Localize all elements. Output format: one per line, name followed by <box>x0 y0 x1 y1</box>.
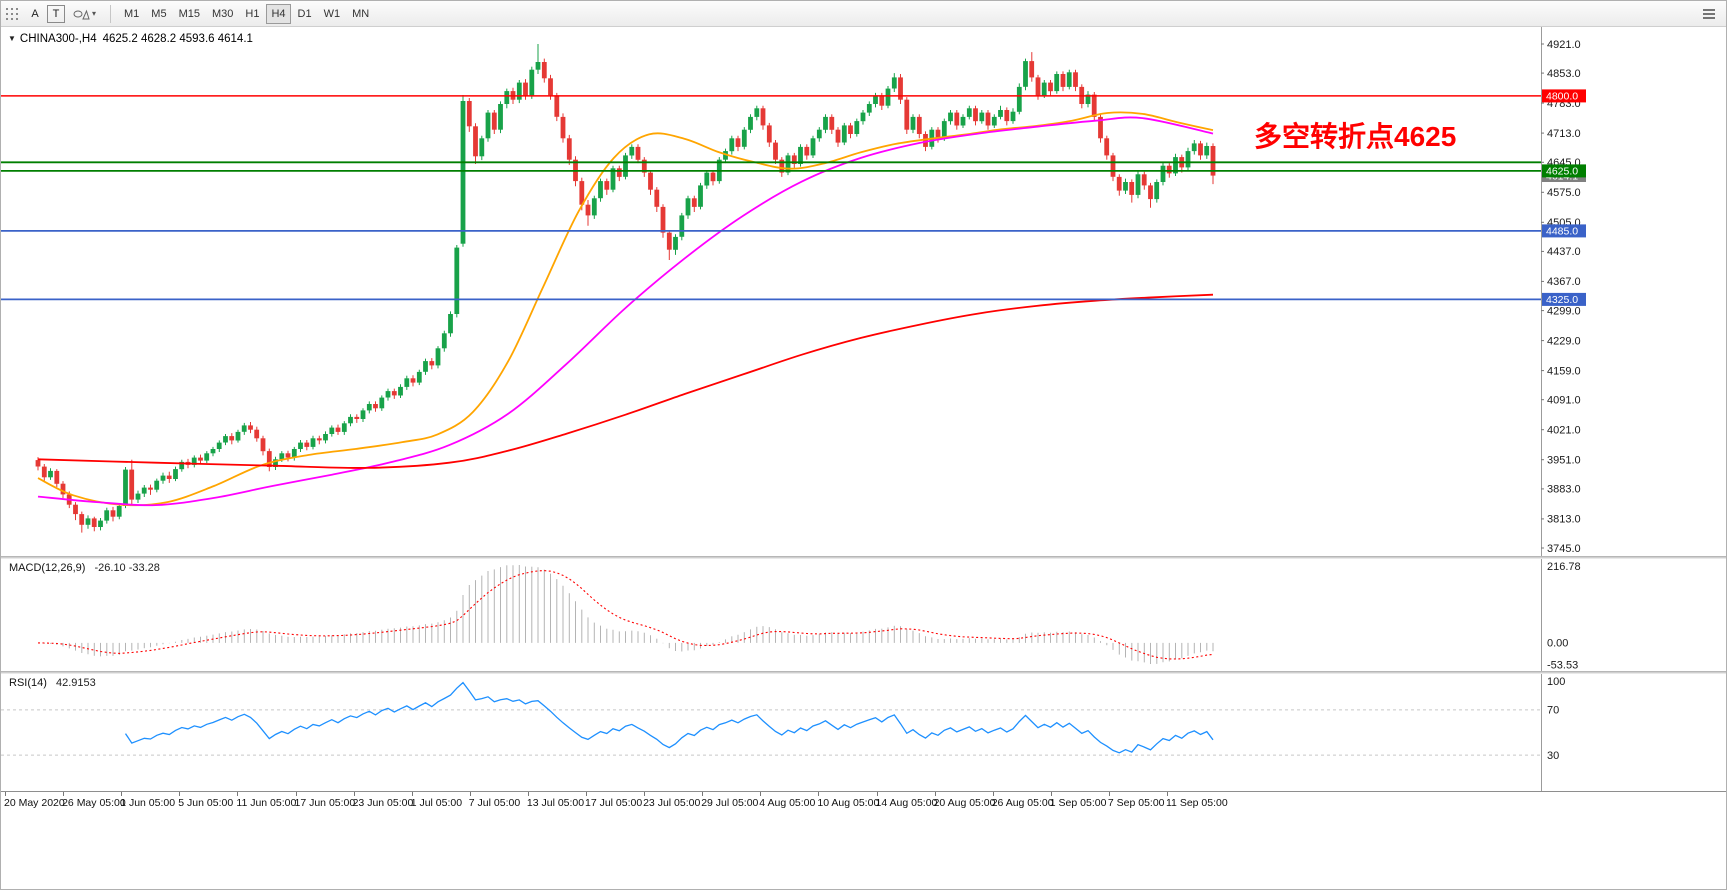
time-axis-label: 11 Sep 05:00 <box>1166 797 1228 809</box>
svg-text:3745.0: 3745.0 <box>1547 543 1581 555</box>
time-axis-label: 17 Jul 05:00 <box>585 797 643 809</box>
svg-text:4091.0: 4091.0 <box>1547 395 1581 407</box>
main-chart-panel: 4921.0 4853.0 4783.0 4713.0 4645.0 4575.0 4505… <box>1 27 1726 556</box>
chart-title: ▼ CHINA300-,H4 4625.2 4628.2 4593.6 4614.1 <box>8 33 253 45</box>
time-axis-label: 4 Aug 05:00 <box>759 797 816 809</box>
svg-text:4713.0: 4713.0 <box>1547 128 1581 140</box>
level-price-tag: 4625.0 <box>1542 164 1586 178</box>
macd-label: MACD(12,26,9) -26.10 -33.28 <box>9 562 160 574</box>
time-axis-label: 13 Jul 05:00 <box>526 797 585 809</box>
quick-trade-expander-icon[interactable]: ▼ <box>8 34 16 43</box>
timeframe-m15-button[interactable]: M15 <box>174 4 205 24</box>
time-axis-label: 26 Aug 05:00 <box>991 797 1054 809</box>
timeframe-w1-button[interactable]: W1 <box>319 4 346 24</box>
rsi-axis-label: 30 <box>1547 750 1559 762</box>
macd-values: -26.10 -33.28 <box>94 562 160 574</box>
time-axis-label: 1 Jul 05:00 <box>410 797 463 809</box>
macd-plot[interactable]: 216.78 0.00 -53.53 <box>1 559 1726 672</box>
time-axis-label: 23 Jun 05:00 <box>352 797 414 809</box>
rsi-axis-label: 70 <box>1547 705 1559 717</box>
rsi-value: 42.9153 <box>55 677 96 689</box>
rsi-plot[interactable]: 100 70 30 <box>1 674 1726 791</box>
chevron-down-icon: ▾ <box>92 9 97 18</box>
svg-text:4485.0: 4485.0 <box>1546 226 1578 238</box>
svg-text:4853.0: 4853.0 <box>1547 68 1581 80</box>
toolbar-right-icon-button[interactable] <box>1696 4 1722 24</box>
timeframe-h1-button[interactable]: H1 <box>240 4 264 24</box>
timeframe-m30-button[interactable]: M30 <box>207 4 238 24</box>
timeframe-m5-button[interactable]: M5 <box>146 4 171 24</box>
level-price-tag: 4485.0 <box>1542 224 1586 238</box>
svg-text:4021.0: 4021.0 <box>1547 425 1581 437</box>
macd-axis-label: 0.00 <box>1547 638 1568 650</box>
shapes-dropdown-button[interactable]: ▾ <box>67 4 102 24</box>
time-axis-label: 29 Jul 05:00 <box>701 797 759 809</box>
macd-panel: 216.78 0.00 -53.53 MACD(12,26,9) -26.10 -3… <box>1 559 1726 672</box>
macd-axis-label: -53.53 <box>1547 660 1578 672</box>
time-axis-label: 7 Jul 05:00 <box>468 797 521 809</box>
level-price-tag: 4325.0 <box>1542 292 1586 306</box>
svg-text:4229.0: 4229.0 <box>1547 335 1581 347</box>
bottom-blank-area <box>1 813 1726 889</box>
panel-splitter-macd[interactable] <box>1 556 1726 559</box>
slow-ma-line[interactable] <box>37 293 1214 469</box>
time-axis-label: 1 Sep 05:00 <box>1049 797 1107 809</box>
time-axis-label: 26 May 05:00 <box>62 797 126 809</box>
time-axis[interactable]: 20 May 2020 26 May 05:00 1 Jun 05:00 5 Jun … <box>1 791 1726 813</box>
time-axis-label: 10 Aug 05:00 <box>817 797 880 809</box>
toolbar-separator <box>110 4 112 23</box>
list-icon <box>1703 8 1715 19</box>
time-axis-label: 23 Jul 05:00 <box>643 797 701 809</box>
svg-text:4325.0: 4325.0 <box>1546 294 1578 306</box>
time-axis-label: 14 Aug 05:00 <box>875 797 938 809</box>
svg-text:4921.0: 4921.0 <box>1547 39 1581 51</box>
shapes-icon <box>73 7 90 21</box>
svg-text:3951.0: 3951.0 <box>1547 455 1581 467</box>
time-axis-label: 5 Jun 05:00 <box>178 797 234 809</box>
timeframe-m1-button[interactable]: M1 <box>119 4 144 24</box>
macd-name: MACD(12,26,9) <box>9 562 86 574</box>
label-tool-button[interactable]: A <box>25 4 45 24</box>
rsi-name: RSI(14) <box>9 677 47 689</box>
main-chart-plot[interactable]: 4921.0 4853.0 4783.0 4713.0 4645.0 4575.0 4505… <box>1 27 1726 556</box>
svg-text:4800.0: 4800.0 <box>1546 91 1578 103</box>
candlestick-series <box>35 44 1216 533</box>
rsi-label: RSI(14) 42.9153 <box>9 677 96 689</box>
svg-text:4299.0: 4299.0 <box>1547 305 1581 317</box>
svg-text:3813.0: 3813.0 <box>1547 514 1581 526</box>
time-axis-label: 11 Jun 05:00 <box>236 797 297 809</box>
svg-text:4625.0: 4625.0 <box>1546 166 1578 178</box>
text-tool-button[interactable]: T <box>47 4 65 23</box>
svg-text:3883.0: 3883.0 <box>1547 484 1581 496</box>
svg-text:4367.0: 4367.0 <box>1547 276 1581 288</box>
medium-ma-line[interactable] <box>37 116 1214 507</box>
time-axis-label: 17 Jun 05:00 <box>294 797 356 809</box>
svg-text:4575.0: 4575.0 <box>1547 187 1581 199</box>
timeframe-h4-button[interactable]: H4 <box>266 3 291 24</box>
level-price-tag: 4800.0 <box>1542 89 1586 103</box>
rsi-panel: 100 70 30 RSI(14) 42.9153 <box>1 674 1726 791</box>
toolbar-grip[interactable] <box>5 7 19 21</box>
timeframe-mn-button[interactable]: MN <box>347 4 374 24</box>
time-axis-label: 7 Sep 05:00 <box>1107 797 1165 809</box>
svg-text:4159.0: 4159.0 <box>1547 365 1581 377</box>
svg-text:4437.0: 4437.0 <box>1547 246 1581 258</box>
grid-dots-icon <box>6 7 18 20</box>
macd-axis-label: 216.78 <box>1547 561 1581 573</box>
macd-signal-line <box>37 570 1214 660</box>
rsi-axis-label: 100 <box>1547 676 1565 688</box>
chart-annotation[interactable]: 多空转折点4625 <box>1254 121 1457 152</box>
rsi-line <box>124 681 1214 754</box>
panel-splitter-rsi[interactable] <box>1 671 1726 674</box>
time-axis-label: 20 Aug 05:00 <box>933 797 996 809</box>
toolbar: A T ▾ M1 M5 M15 M30 H1 H4 D1 W1 MN <box>1 1 1726 27</box>
timeframe-d1-button[interactable]: D1 <box>293 4 317 24</box>
chart-symbol-timeframe: CHINA300-,H4 <box>19 33 97 45</box>
time-axis-label: 20 May 2020 <box>4 797 65 809</box>
time-axis-label: 1 Jun 05:00 <box>120 797 176 809</box>
chart-ohlc-values: 4625.2 4628.2 4593.6 4614.1 <box>102 33 253 45</box>
macd-histogram <box>43 565 1214 664</box>
